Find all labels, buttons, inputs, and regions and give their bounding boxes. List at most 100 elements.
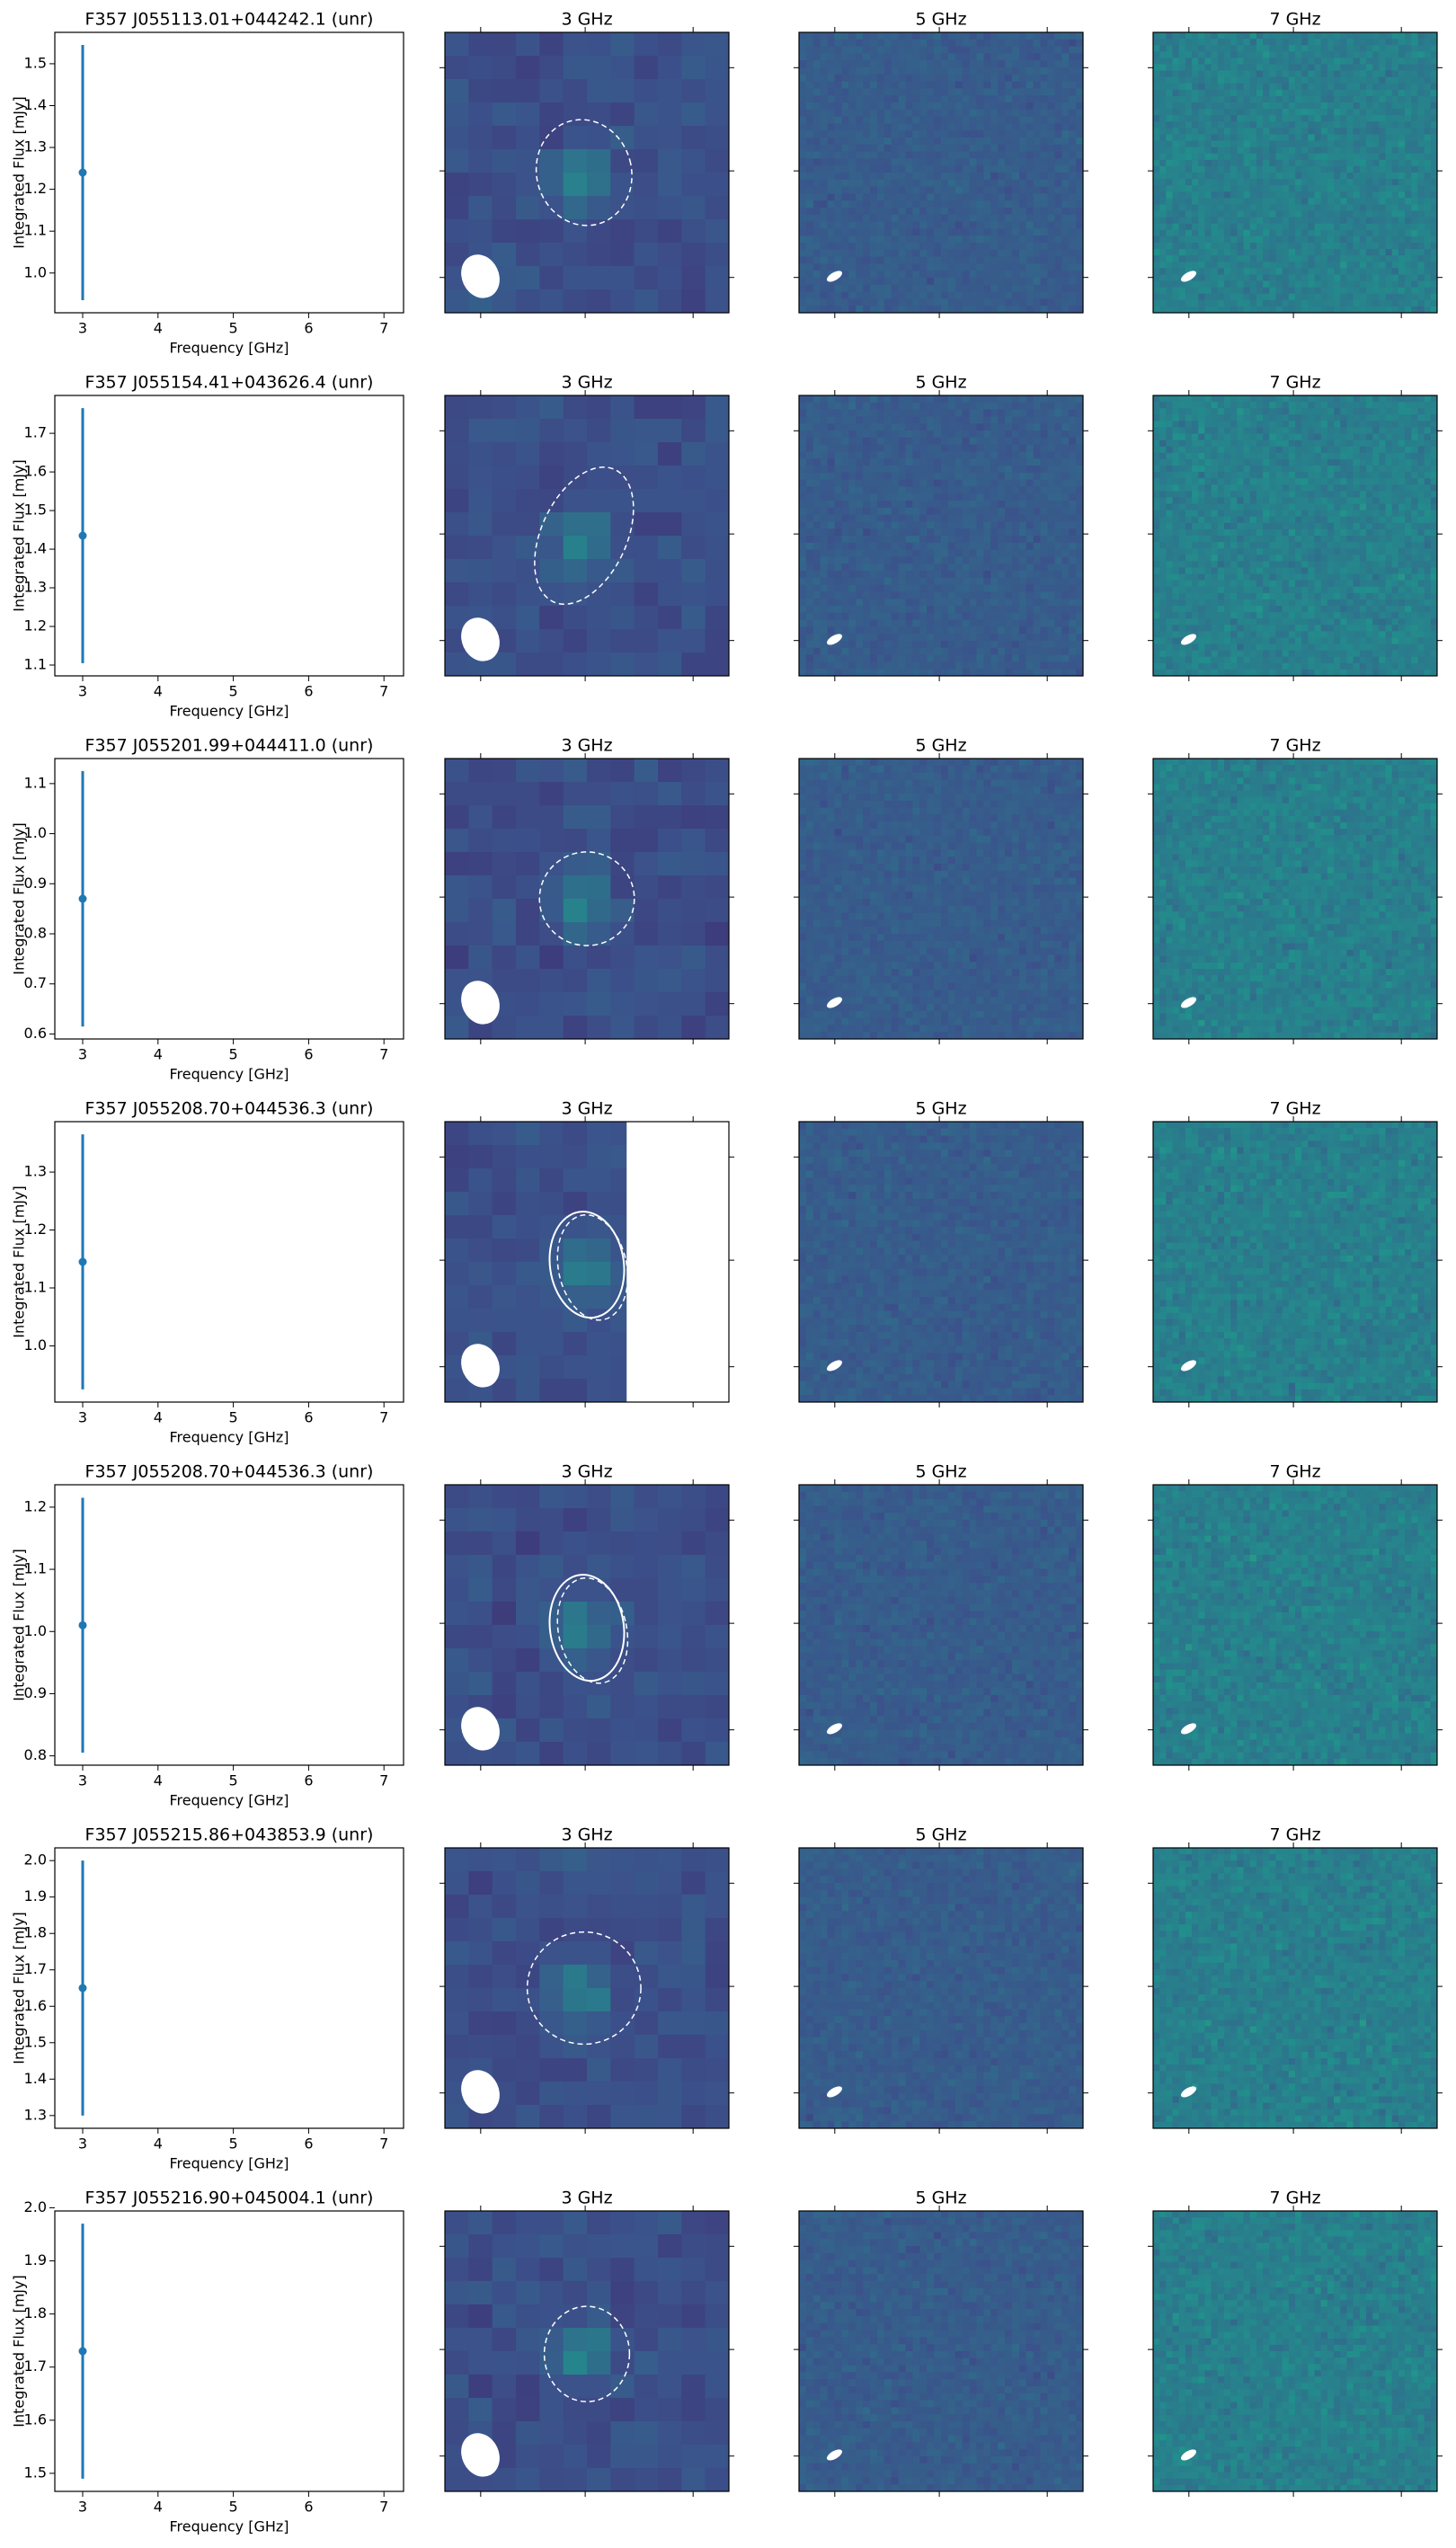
pixel bbox=[1392, 115, 1399, 122]
pixel bbox=[1346, 96, 1354, 103]
pixel bbox=[1224, 134, 1231, 141]
pixel bbox=[1283, 173, 1290, 180]
pixel bbox=[539, 56, 564, 80]
pixel bbox=[1019, 193, 1026, 200]
pixel bbox=[863, 193, 870, 200]
pixel bbox=[1283, 191, 1290, 199]
pixel bbox=[493, 219, 517, 244]
pixel bbox=[658, 629, 682, 653]
pixel bbox=[1398, 39, 1406, 46]
pixel bbox=[828, 431, 835, 438]
pixel bbox=[1386, 268, 1393, 275]
pixel bbox=[1346, 306, 1354, 314]
pixel bbox=[1244, 179, 1251, 186]
pixel bbox=[963, 536, 970, 543]
pixel bbox=[1275, 218, 1283, 225]
pixel bbox=[877, 180, 884, 187]
pixel bbox=[813, 306, 821, 313]
pixel bbox=[892, 173, 899, 180]
pixel bbox=[1250, 294, 1257, 301]
pixel bbox=[906, 145, 913, 152]
pixel bbox=[821, 423, 828, 431]
pixel bbox=[1048, 110, 1055, 117]
pixel bbox=[1275, 191, 1283, 199]
pixel bbox=[863, 102, 870, 110]
pixel bbox=[1334, 51, 1341, 58]
pixel bbox=[863, 138, 870, 145]
pixel bbox=[1295, 185, 1302, 192]
pixel bbox=[848, 285, 856, 292]
pixel bbox=[1405, 121, 1412, 129]
pixel bbox=[955, 550, 963, 557]
pixel bbox=[1159, 281, 1167, 289]
pixel bbox=[1321, 102, 1328, 110]
pixel bbox=[813, 285, 821, 292]
pixel bbox=[1283, 115, 1290, 122]
pixel bbox=[681, 442, 706, 466]
pixel bbox=[912, 438, 919, 445]
pixel bbox=[1185, 160, 1193, 167]
pixel bbox=[884, 571, 892, 578]
pixel bbox=[1048, 32, 1055, 40]
pixel bbox=[1315, 166, 1322, 173]
pixel bbox=[856, 571, 863, 578]
pixel bbox=[493, 32, 517, 57]
pixel bbox=[955, 493, 963, 501]
pixel bbox=[1283, 274, 1290, 281]
pixel bbox=[1012, 158, 1019, 165]
pixel bbox=[863, 40, 870, 47]
pixel bbox=[912, 493, 919, 501]
pixel bbox=[1354, 236, 1361, 244]
pixel bbox=[1041, 222, 1048, 229]
pixel bbox=[877, 40, 884, 47]
pixel bbox=[927, 243, 934, 250]
pixel bbox=[821, 641, 828, 648]
pixel bbox=[1256, 166, 1264, 173]
pixel bbox=[1185, 166, 1193, 173]
pixel bbox=[856, 445, 863, 452]
pixel bbox=[906, 493, 913, 501]
pixel bbox=[1398, 96, 1406, 103]
pixel bbox=[934, 187, 941, 194]
pixel bbox=[1250, 160, 1257, 167]
pixel bbox=[1431, 198, 1438, 205]
pixel bbox=[1204, 294, 1212, 301]
pixel bbox=[813, 102, 821, 110]
pixel bbox=[1012, 228, 1019, 235]
pixel bbox=[1354, 281, 1361, 289]
pixel bbox=[955, 661, 963, 669]
pixel bbox=[948, 486, 955, 493]
pixel bbox=[806, 187, 813, 194]
pixel bbox=[1061, 257, 1069, 264]
pixel bbox=[955, 208, 963, 215]
pixel bbox=[919, 508, 927, 515]
pixel bbox=[892, 606, 899, 613]
pixel bbox=[835, 53, 842, 60]
pixel bbox=[899, 95, 906, 102]
pixel bbox=[899, 228, 906, 235]
pixel bbox=[1283, 84, 1290, 91]
pixel bbox=[1076, 285, 1083, 292]
pixel bbox=[927, 47, 934, 54]
pixel bbox=[927, 123, 934, 130]
pixel bbox=[1263, 191, 1270, 199]
pixel bbox=[610, 196, 635, 220]
pixel bbox=[899, 556, 906, 564]
pixel bbox=[1159, 294, 1167, 301]
pixel bbox=[1372, 39, 1380, 46]
pixel bbox=[977, 543, 984, 550]
pixel bbox=[841, 626, 848, 634]
pixel bbox=[1204, 58, 1212, 65]
pixel bbox=[1026, 40, 1034, 47]
pixel bbox=[1289, 90, 1296, 97]
pixel bbox=[1321, 154, 1328, 161]
pixel bbox=[863, 165, 870, 173]
pixel bbox=[821, 180, 828, 187]
pixel bbox=[912, 158, 919, 165]
pixel bbox=[658, 559, 682, 583]
pixel bbox=[706, 56, 730, 80]
pixel bbox=[848, 648, 856, 655]
pixel bbox=[516, 79, 540, 103]
pixel bbox=[1237, 154, 1244, 161]
pixel bbox=[970, 501, 977, 508]
